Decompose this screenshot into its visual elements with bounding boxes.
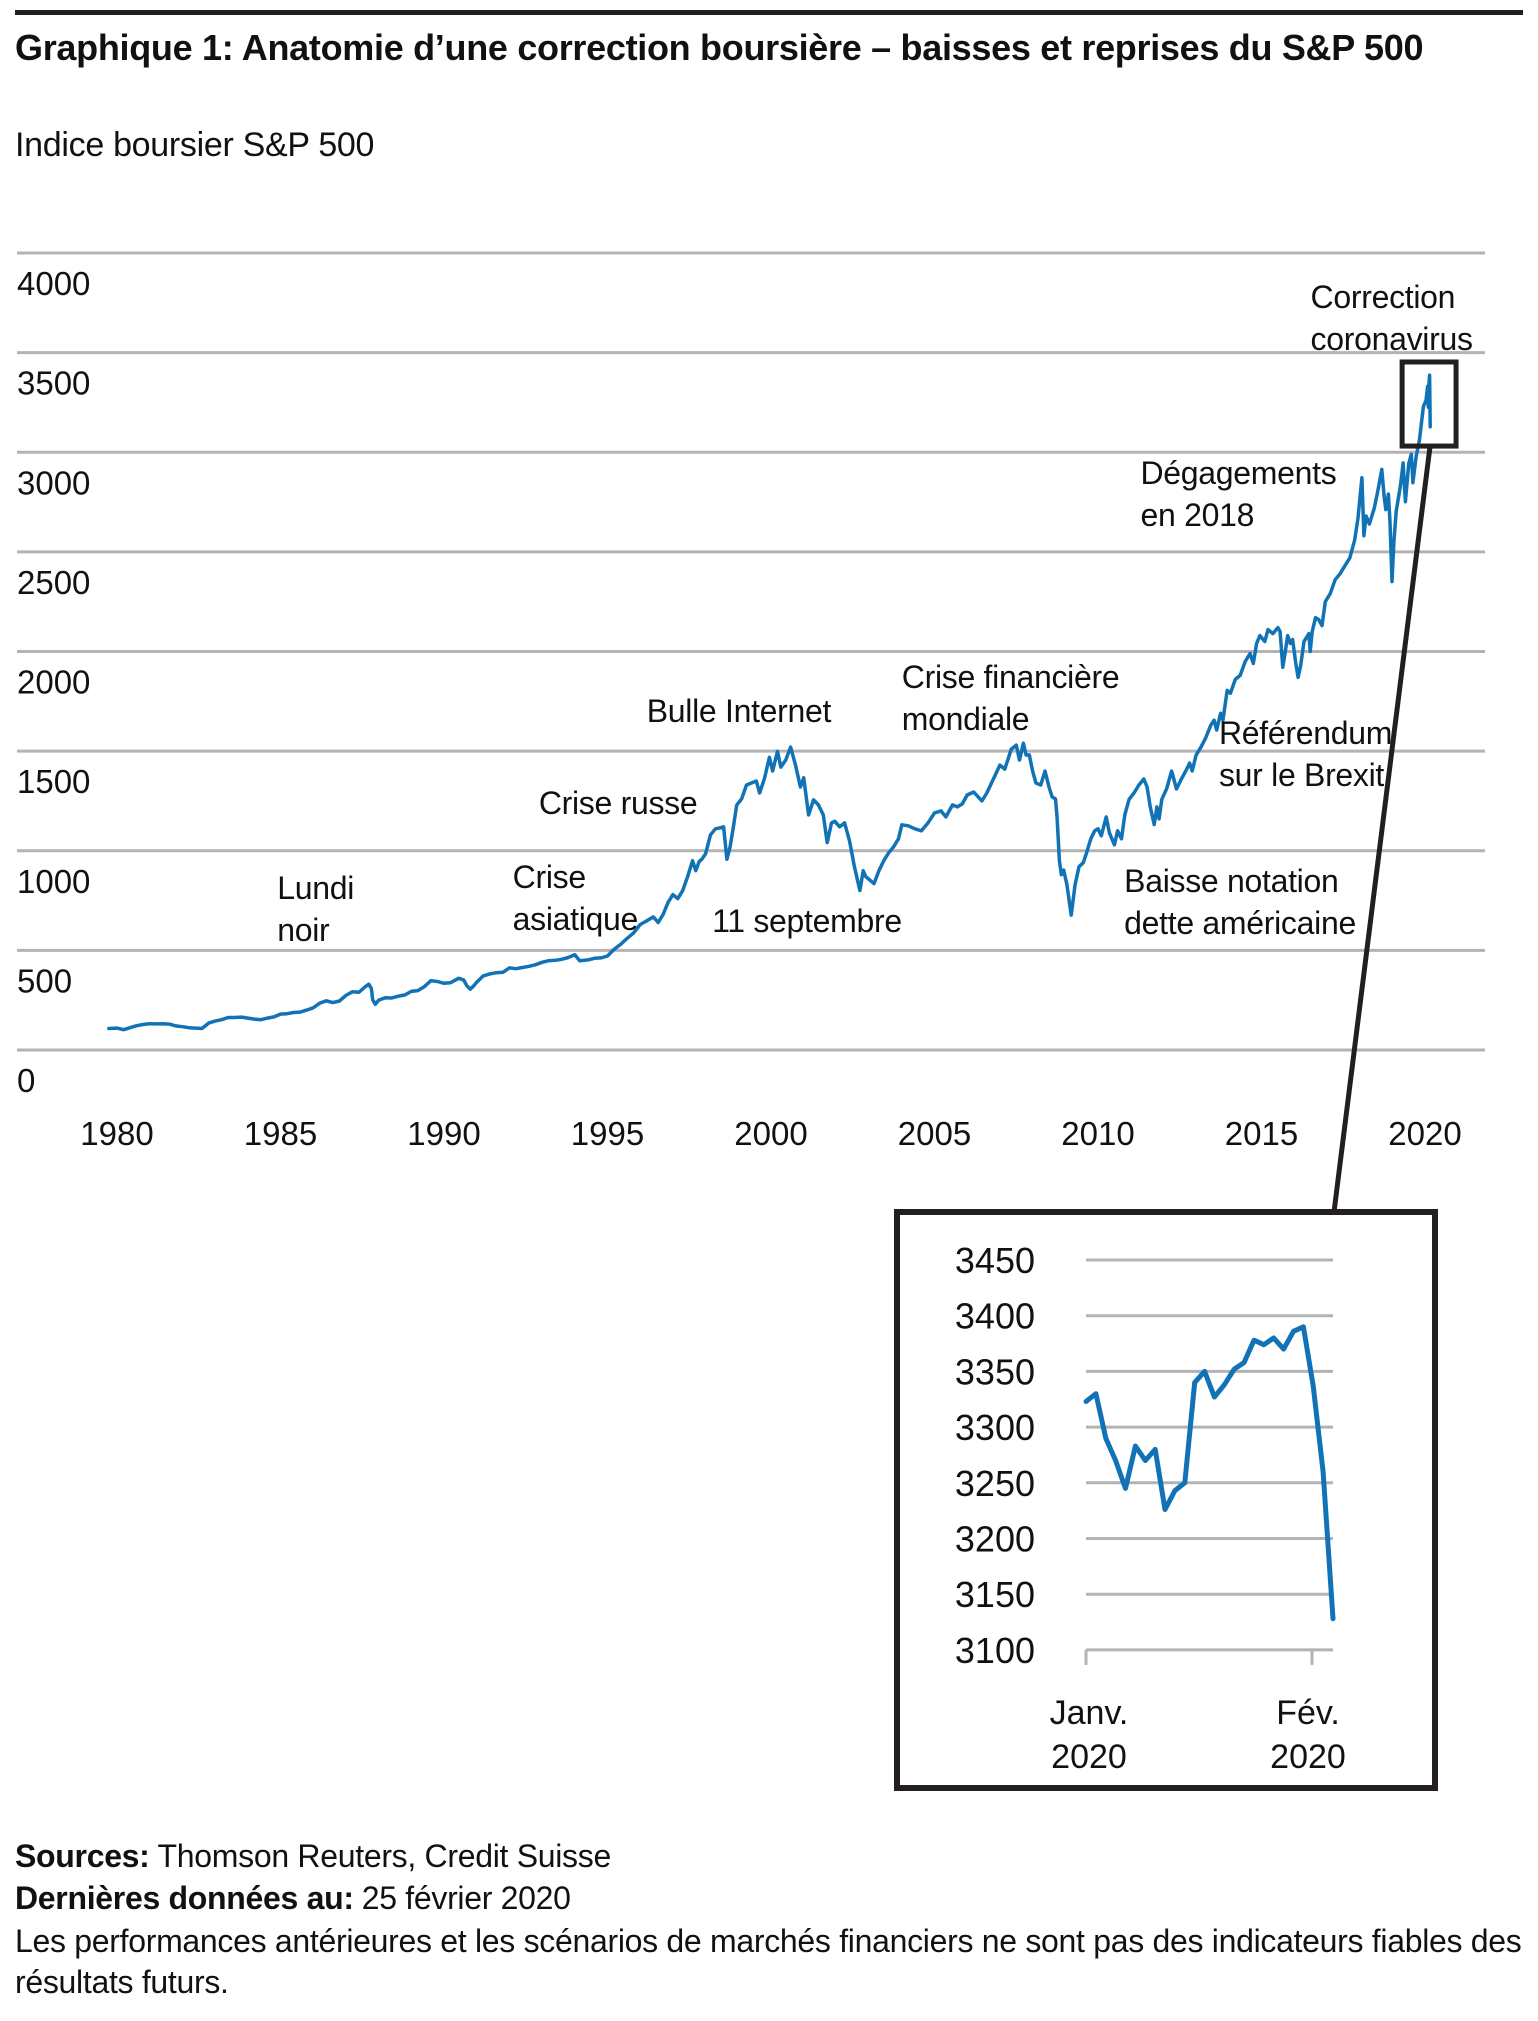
main-x-tick-label: 2010 [1061,1115,1134,1152]
main-x-tick-label: 2005 [898,1115,971,1152]
main-y-tick-label: 500 [17,962,72,999]
inset-y-tick-label: 3450 [955,1240,1035,1281]
inset-y-tick-label: 3250 [955,1463,1035,1504]
inset-series-line [1083,1324,1336,1622]
main-y-tick-label: 1000 [17,863,90,900]
main-y-tick-label: 2500 [17,564,90,601]
callout-line [1331,445,1433,1213]
annotation-lundi-noir: Lundi noir [277,869,355,948]
chart-subtitle: Indice boursier S&P 500 [15,126,375,164]
main-y-tick-label: 0 [17,1062,35,1099]
last-data-line: Dernières données au: 25 février 2020 [15,1878,1527,1919]
annotation-bulle-internet: Bulle Internet [646,692,832,729]
main-x-tick-label: 1995 [571,1115,644,1152]
sp500-series-line [107,373,1432,1032]
main-x-tick-label: 1985 [244,1115,317,1152]
inset-y-tick-label: 3150 [955,1574,1035,1615]
main-x-tick-label: 1990 [407,1115,480,1152]
sources-value: Thomson Reuters, Credit Suisse [157,1838,612,1874]
annotation-referendum-brexit: Référendum sur le Brexit [1218,715,1393,794]
main-y-tick-label: 4000 [17,265,90,302]
sources-line: Sources: Thomson Reuters, Credit Suisse [15,1836,1527,1877]
annotation-crise-russe: Crise russe [538,785,698,821]
main-x-tick-label: 2020 [1388,1115,1461,1152]
inset-y-tick-label: 3200 [955,1519,1035,1560]
annotation-baisse-notation: Baisse notation dette américaine [1124,863,1356,942]
main-x-tick-label: 1980 [80,1115,153,1152]
inset-y-tick-label: 3400 [955,1296,1035,1337]
inset-x-tick-label: Janv. [1050,1694,1129,1732]
top-rule [15,10,1523,15]
main-y-tick-label: 3500 [17,365,90,402]
sources-label: Sources: [15,1838,150,1874]
last-data-value: 25 février 2020 [361,1880,571,1916]
disclaimer-text: Les performances antérieures et les scén… [15,1923,1522,2000]
main-x-tick-label: 2000 [734,1115,807,1152]
annotation-crise-asiatique: Crise asiatique [512,858,639,937]
inset-x-tick-label: 2020 [1051,1738,1127,1776]
inset-y-tick-label: 3350 [955,1351,1035,1392]
chart-footer: Sources: Thomson Reuters, Credit Suisse D… [15,1836,1527,2003]
main-x-tick-label: 2015 [1225,1115,1298,1152]
annotation-degagements-2018: Dégagements en 2018 [1140,455,1337,534]
chart-title: Graphique 1: Anatomie d’une correction b… [15,27,1424,68]
inset-x-tick-label: 2020 [1270,1738,1346,1776]
annotation-onze-septembre: 11 septembre [712,902,902,939]
main-y-tick-label: 3000 [17,464,90,501]
inset-border [894,1209,1438,1791]
annotation-crise-financiere-mondiale: Crise financière mondiale [901,659,1120,738]
last-data-label: Dernières données au: [15,1880,354,1916]
main-y-tick-label: 2000 [17,664,90,701]
inset-chart: 3450 3400 3350 3300 3250 3200 3150 3100 Janv. 202… [894,1209,1438,1791]
annotation-correction-coronavirus: Correction coronavirus [1310,279,1473,358]
inset-y-tick-label: 3100 [955,1630,1035,1671]
main-y-tick-label: 1500 [17,763,90,800]
inset-y-tick-label: 3300 [955,1407,1035,1448]
inset-x-tick-label: Fév. [1276,1694,1340,1732]
